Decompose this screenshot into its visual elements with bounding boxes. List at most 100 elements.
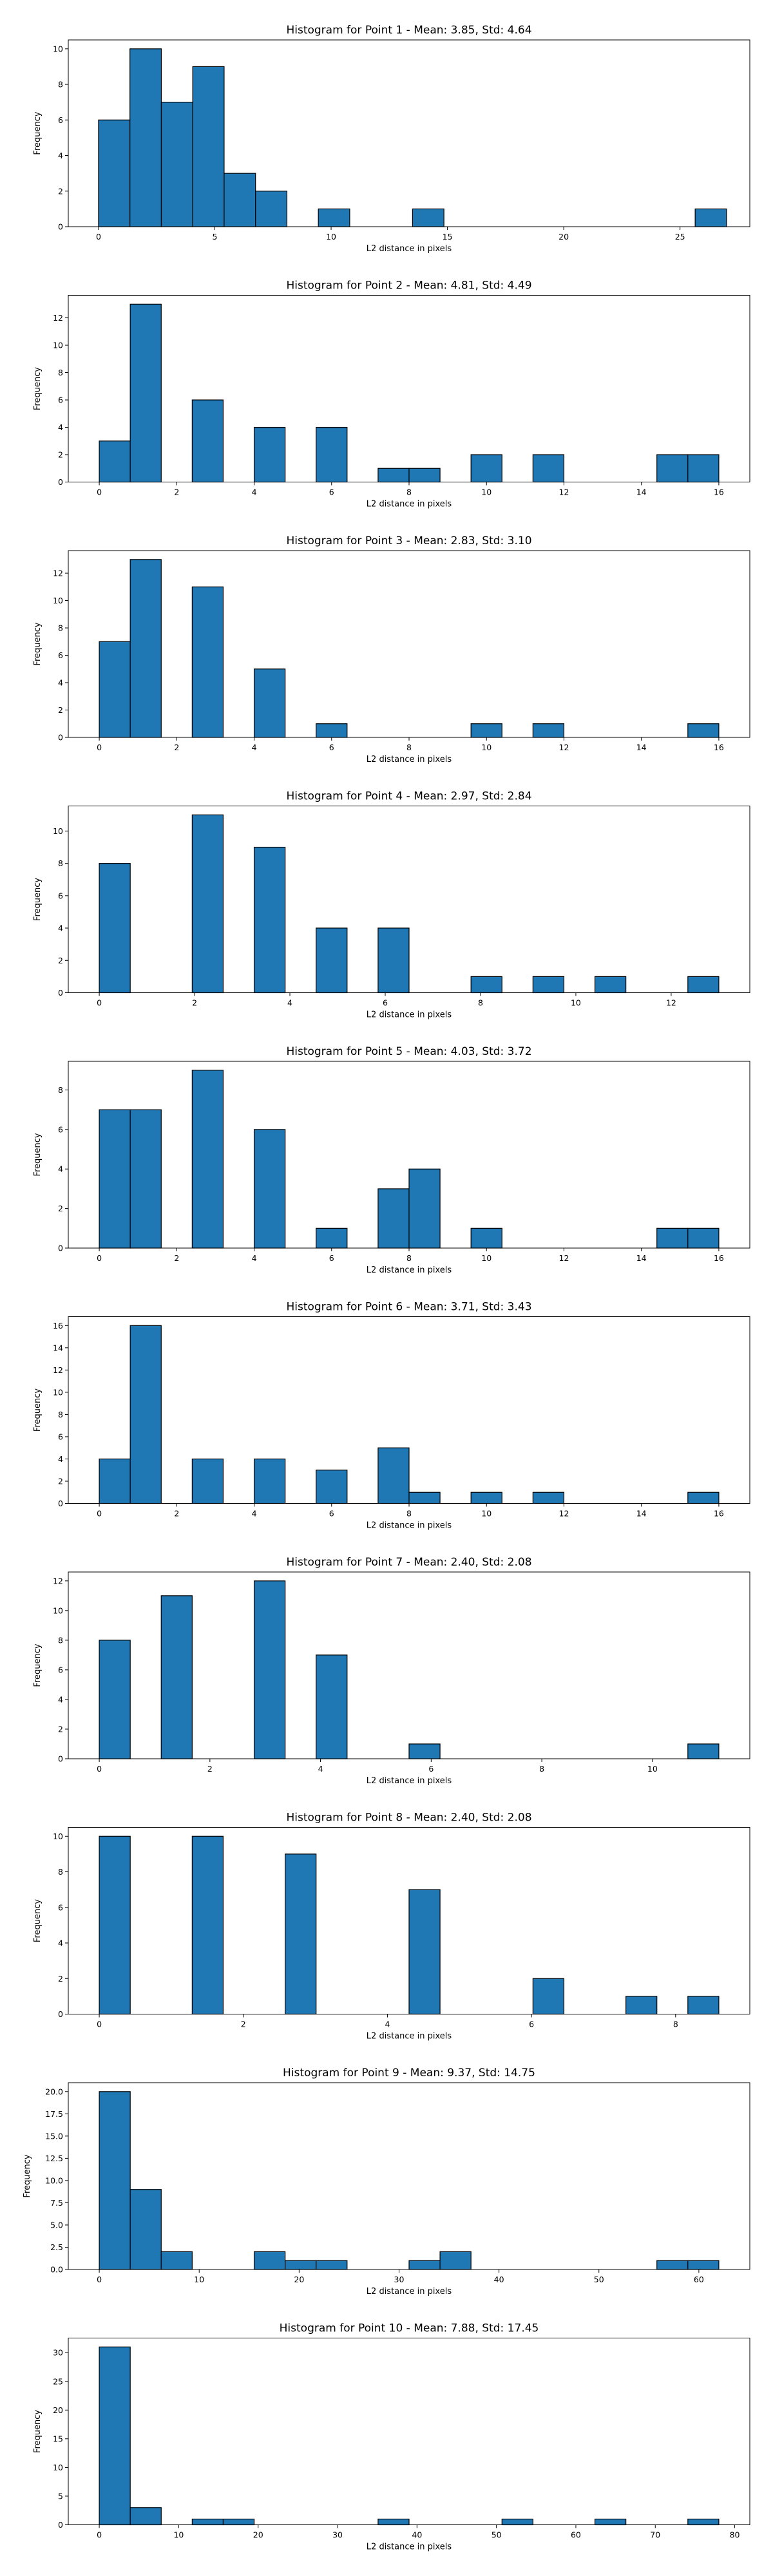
y-tick-label: 16 [53, 1321, 63, 1331]
histogram-bar [470, 976, 502, 994]
y-tick-label: 6 [58, 115, 63, 125]
x-tick-label: 6 [428, 1764, 434, 1774]
histogram-bar [191, 399, 224, 483]
x-tick-label: 25 [675, 232, 685, 242]
histogram-bar [408, 2260, 441, 2270]
y-tick-label: 4 [58, 1938, 63, 1948]
y-tick-label: 2 [58, 1476, 63, 1486]
x-tick-label: 8 [406, 743, 412, 752]
y-tick-label: 17.5 [45, 2109, 63, 2119]
x-tick-label: 10 [194, 2275, 204, 2284]
y-tick-label: 5.0 [50, 2220, 63, 2230]
x-tick-label: 2 [207, 1764, 213, 1774]
histogram-bar [253, 1580, 286, 1759]
histogram-bar [687, 1996, 720, 2015]
histogram-bar [191, 2518, 224, 2526]
histogram-bar [222, 2518, 255, 2526]
histogram-bar [253, 426, 286, 483]
x-tick-label: 0 [97, 1509, 102, 1519]
x-tick-label: 4 [287, 998, 292, 1008]
histogram-bar [192, 66, 225, 227]
histogram-bar [594, 2518, 627, 2526]
y-tick-label: 2 [58, 186, 63, 196]
y-tick-label: 30 [53, 2348, 63, 2358]
histogram-bar [99, 440, 131, 483]
y-axis-label: Frequency [33, 1899, 43, 1942]
plot-frame [68, 295, 750, 482]
x-tick-label: 2 [192, 998, 197, 1008]
x-tick-label: 14 [636, 488, 647, 497]
x-tick-label: 20 [294, 2275, 304, 2284]
x-tick-label: 8 [539, 1764, 544, 1774]
y-tick-label: 10 [53, 341, 63, 350]
histogram-bar [316, 927, 348, 994]
y-axis-label: Frequency [33, 622, 43, 665]
histogram-bar [687, 1743, 720, 1759]
x-tick-label: 10 [326, 232, 336, 242]
histogram-bar [470, 723, 502, 738]
histogram-bar [191, 814, 224, 994]
histogram-bar [532, 1978, 565, 2015]
histogram-bar [316, 1654, 348, 1759]
x-tick-label: 12 [666, 998, 676, 1008]
histogram-bar [191, 1835, 224, 2015]
chart-title: Histogram for Point 2 - Mean: 4.81, Std:… [286, 279, 531, 292]
histogram-bar [687, 1492, 720, 1504]
y-tick-label: 4 [58, 422, 63, 432]
y-tick-label: 4 [58, 678, 63, 688]
x-tick-label: 80 [730, 2530, 740, 2540]
chart-panel-4: Histogram for Point 4 - Mean: 2.97, Std:… [33, 790, 750, 1020]
x-tick-label: 6 [329, 1253, 334, 1263]
histogram-bar [99, 641, 131, 738]
histogram-bar [318, 208, 350, 227]
x-tick-label: 40 [412, 2530, 422, 2540]
y-tick-label: 6 [58, 1124, 63, 1134]
x-tick-label: 60 [571, 2530, 581, 2540]
x-axis-label: L2 distance in pixels [367, 244, 452, 254]
histogram-bar [377, 927, 410, 994]
y-tick-label: 8 [58, 368, 63, 377]
x-tick-label: 0 [97, 2020, 102, 2029]
x-tick-label: 16 [714, 488, 724, 497]
y-tick-label: 10 [53, 44, 63, 53]
histogram-bar [224, 173, 256, 227]
x-tick-label: 8 [406, 1253, 412, 1263]
x-tick-label: 0 [97, 1253, 102, 1263]
x-tick-label: 16 [714, 743, 724, 752]
x-tick-label: 20 [558, 232, 569, 242]
x-tick-label: 2 [241, 2020, 246, 2029]
x-tick-label: 6 [329, 743, 334, 752]
x-tick-label: 70 [650, 2530, 660, 2540]
x-tick-label: 16 [714, 1509, 724, 1519]
y-tick-label: 2 [58, 956, 63, 965]
histogram-bar [377, 468, 410, 483]
histogram-bar [687, 723, 720, 738]
y-tick-label: 7.5 [50, 2198, 63, 2208]
y-tick-label: 10 [53, 596, 63, 605]
x-axis-label: L2 distance in pixels [367, 1265, 452, 1275]
histogram-bar [99, 2091, 131, 2270]
chart-panel-2: Histogram for Point 2 - Mean: 4.81, Std:… [33, 279, 750, 509]
plot-frame [68, 2338, 750, 2525]
x-tick-label: 6 [383, 998, 388, 1008]
chart-title: Histogram for Point 9 - Mean: 9.37, Std:… [283, 2067, 535, 2079]
x-tick-label: 12 [559, 1509, 569, 1519]
y-tick-label: 2 [58, 705, 63, 715]
y-tick-label: 6 [58, 650, 63, 660]
x-tick-label: 60 [694, 2275, 704, 2284]
x-tick-label: 2 [174, 1509, 179, 1519]
x-tick-label: 16 [714, 1253, 724, 1263]
histogram-bar [99, 1640, 131, 1759]
histogram-bar [253, 846, 286, 994]
x-tick-label: 12 [559, 488, 569, 497]
histogram-bar [377, 1188, 410, 1249]
x-tick-label: 10 [481, 1509, 491, 1519]
histogram-bar [408, 1492, 441, 1504]
histogram-bar [656, 454, 689, 483]
histogram-bar [408, 1889, 441, 2015]
y-axis-label: Frequency [33, 2410, 43, 2453]
x-tick-label: 4 [252, 488, 257, 497]
histogram-bar [532, 454, 565, 483]
histogram-bar [129, 303, 162, 483]
y-tick-label: 14 [53, 1343, 63, 1352]
